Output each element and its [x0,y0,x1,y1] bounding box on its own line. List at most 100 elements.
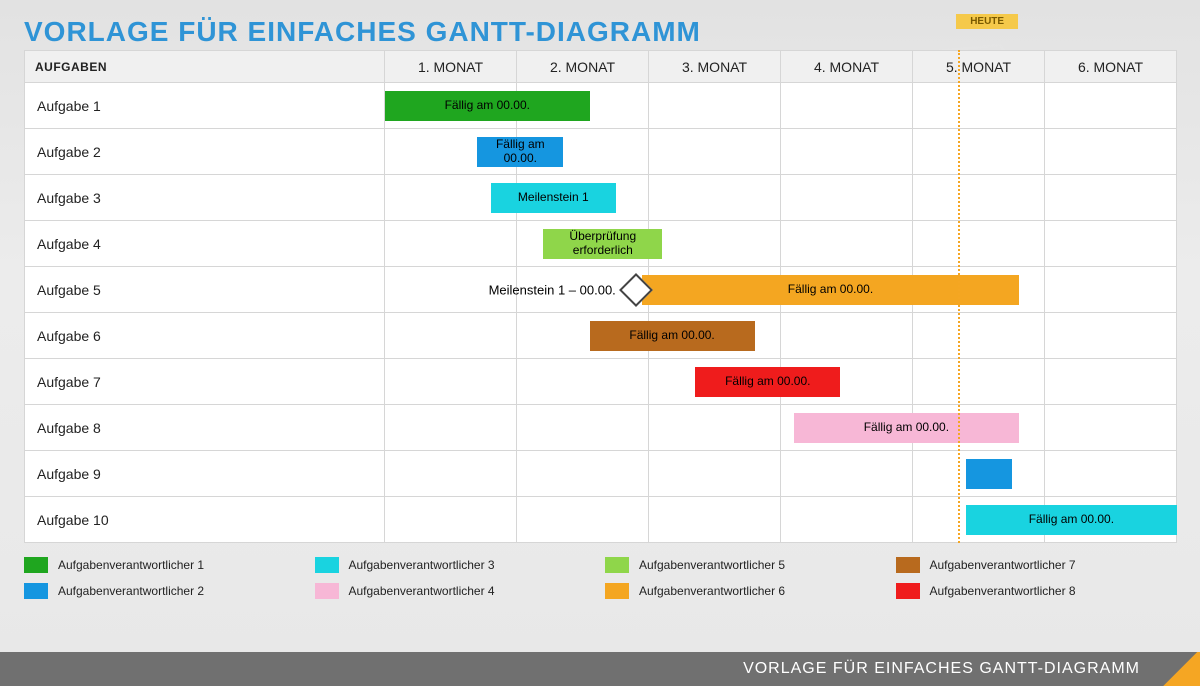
legend-label: Aufgabenverantwortlicher 5 [639,558,785,572]
gantt-cell: Fällig am 00.00. [385,129,517,175]
gantt-cell: Überprüfung erforderlich [385,221,517,267]
gantt-bar: Fällig am 00.00. [590,321,755,351]
legend-label: Aufgabenverantwortlicher 2 [58,584,204,598]
today-line [958,50,960,543]
legend-label: Aufgabenverantwortlicher 1 [58,558,204,572]
gantt-cell [1045,359,1177,405]
task-row: Aufgabe 1Fällig am 00.00. [25,83,1177,129]
legend-label: Aufgabenverantwortlicher 8 [930,584,1076,598]
month-header-1: 1. MONAT [385,51,517,83]
gantt-cell [385,451,517,497]
gantt-cell [913,175,1045,221]
legend-label: Aufgabenverantwortlicher 3 [349,558,495,572]
legend: Aufgabenverantwortlicher 1 Aufgabenveran… [24,557,1176,599]
legend-item: Aufgabenverantwortlicher 5 [605,557,886,573]
gantt-cell [781,129,913,175]
gantt-cell [913,83,1045,129]
legend-swatch [896,557,920,573]
legend-swatch [24,557,48,573]
gantt-cell [1045,175,1177,221]
task-name-cell: Aufgabe 5 [25,267,385,313]
task-name-cell: Aufgabe 3 [25,175,385,221]
task-row: Aufgabe 3Meilenstein 1 [25,175,1177,221]
task-name-cell: Aufgabe 1 [25,83,385,129]
task-name-cell: Aufgabe 8 [25,405,385,451]
gantt-cell [781,221,913,267]
gantt-bar: Fällig am 00.00. [966,505,1177,535]
gantt-cell [649,129,781,175]
gantt-cell [517,451,649,497]
gantt-cell [517,359,649,405]
gantt-cell [781,175,913,221]
month-header-4: 4. MONAT [781,51,913,83]
gantt-cell [517,405,649,451]
gantt-cell: Fällig am 00.00. [385,405,517,451]
task-row: Aufgabe 2Fällig am 00.00. [25,129,1177,175]
gantt-header-row: AUFGABEN1. MONAT2. MONAT3. MONAT4. MONAT… [25,51,1177,83]
gantt-bar: Meilenstein 1 [491,183,616,213]
gantt-cell [1045,221,1177,267]
task-name-cell: Aufgabe 2 [25,129,385,175]
legend-label: Aufgabenverantwortlicher 4 [349,584,495,598]
legend-swatch [605,557,629,573]
gantt-cell [913,129,1045,175]
gantt-cell [517,497,649,543]
task-row: Aufgabe 7Fällig am 00.00. [25,359,1177,405]
task-row: Aufgabe 8Fällig am 00.00. [25,405,1177,451]
gantt-cell: Meilenstein 1 [385,175,517,221]
legend-swatch [605,583,629,599]
legend-item: Aufgabenverantwortlicher 3 [315,557,596,573]
gantt-cell: Fällig am 00.00. [385,359,517,405]
footer-accent [1156,652,1200,686]
task-row: Aufgabe 6 Fällig am 00.00. [25,313,1177,359]
gantt-bar: Fällig am 00.00. [642,275,1018,305]
gantt-cell [781,313,913,359]
task-row: Aufgabe 10Fällig am 00.00. [25,497,1177,543]
gantt-cell [649,451,781,497]
gantt-chart: AUFGABEN1. MONAT2. MONAT3. MONAT4. MONAT… [24,50,1176,543]
month-header-2: 2. MONAT [517,51,649,83]
gantt-cell: Fällig am 00.00.Meilenstein 1 – 00.00. [385,267,517,313]
legend-item: Aufgabenverantwortlicher 2 [24,583,305,599]
gantt-bar: Fällig am 00.00. [794,413,1018,443]
gantt-cell [649,497,781,543]
gantt-cell [1045,267,1177,313]
milestone-label: Meilenstein 1 – 00.00. [385,282,616,297]
today-badge: HEUTE [956,14,1018,29]
gantt-cell [1045,313,1177,359]
month-header-6: 6. MONAT [1045,51,1177,83]
legend-item: Aufgabenverantwortlicher 4 [315,583,596,599]
gantt-bar: Überprüfung erforderlich [543,229,662,259]
month-header-3: 3. MONAT [649,51,781,83]
legend-swatch [315,557,339,573]
gantt-cell [913,359,1045,405]
legend-item: Aufgabenverantwortlicher 8 [896,583,1177,599]
gantt-cell [781,451,913,497]
task-name-cell: Aufgabe 10 [25,497,385,543]
page: VORLAGE FÜR EINFACHES GANTT-DIAGRAMM HEU… [0,0,1200,686]
gantt-table: AUFGABEN1. MONAT2. MONAT3. MONAT4. MONAT… [24,50,1177,543]
gantt-bar: Fällig am 00.00. [695,367,840,397]
footer-title: VORLAGE FÜR EINFACHES GANTT-DIAGRAMM [743,660,1140,678]
gantt-cell [649,83,781,129]
gantt-bar: Fällig am 00.00. [385,91,590,121]
gantt-cell [649,405,781,451]
task-row: Aufgabe 9 [25,451,1177,497]
gantt-cell: Fällig am 00.00. [385,83,517,129]
gantt-cell [1045,451,1177,497]
gantt-cell: Fällig am 00.00. [385,497,517,543]
legend-swatch [315,583,339,599]
legend-label: Aufgabenverantwortlicher 7 [930,558,1076,572]
legend-swatch [896,583,920,599]
task-name-cell: Aufgabe 6 [25,313,385,359]
legend-item: Aufgabenverantwortlicher 7 [896,557,1177,573]
task-name-cell: Aufgabe 7 [25,359,385,405]
gantt-cell [649,175,781,221]
task-row: Aufgabe 5Fällig am 00.00.Meilenstein 1 –… [25,267,1177,313]
task-name-cell: Aufgabe 9 [25,451,385,497]
gantt-cell [781,83,913,129]
gantt-cell [1045,405,1177,451]
gantt-bar [966,459,1012,489]
legend-swatch [24,583,48,599]
legend-label: Aufgabenverantwortlicher 6 [639,584,785,598]
